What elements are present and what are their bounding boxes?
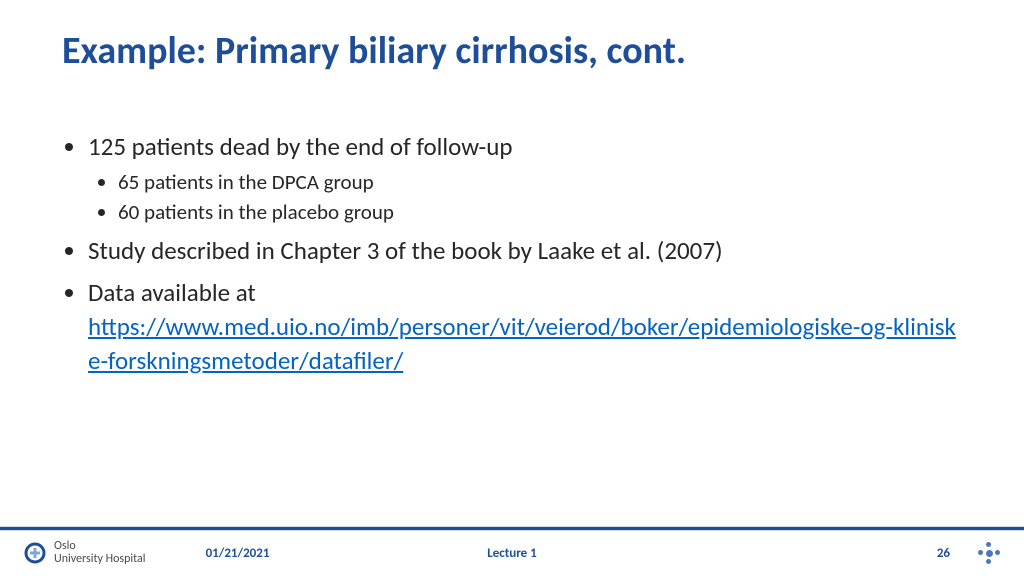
sub-bullet-item: 65 patients in the DPCA group [118,168,962,196]
bullet-text: 125 patients dead by the end of follow-u… [88,131,512,162]
slide-footer: Oslo University Hospital 01/21/2021 Lect… [0,530,1024,576]
logo-text: Oslo University Hospital [54,540,146,565]
footer-right: 26 [937,540,1002,566]
dot-cluster-icon [976,540,1002,566]
footer-center: Lecture 1 [487,546,537,561]
bullet-item: Study described in Chapter 3 of the book… [88,234,962,268]
slide-content: 125 patients dead by the end of follow-u… [62,130,962,385]
bullet-list: 125 patients dead by the end of follow-u… [62,130,962,377]
page-number: 26 [937,546,950,561]
sub-bullet-item: 60 patients in the placebo group [118,198,962,226]
logo-icon [22,540,48,566]
sub-bullet-list: 65 patients in the DPCA group 60 patient… [88,168,962,227]
logo-line2: University Hospital [54,553,146,566]
slide: Example: Primary biliary cirrhosis, cont… [0,0,1024,576]
bullet-text: Data available at [88,277,256,308]
footer-date: 01/21/2021 [206,546,270,561]
bullet-item: Data available at https://www.med.uio.no… [88,276,962,377]
hospital-logo: Oslo University Hospital [22,540,146,566]
data-link[interactable]: https://www.med.uio.no/imb/personer/vit/… [88,311,956,376]
bullet-item: 125 patients dead by the end of follow-u… [88,130,962,226]
slide-title: Example: Primary biliary cirrhosis, cont… [62,28,686,74]
